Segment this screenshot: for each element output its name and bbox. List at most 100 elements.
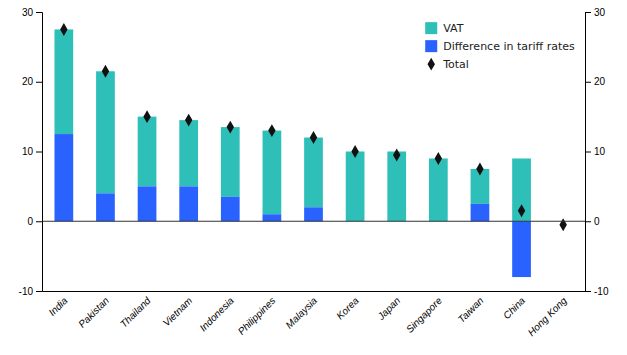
tick: -10	[19, 286, 42, 297]
y-axis: -10 0 10 20 30	[19, 7, 43, 297]
bar	[54, 29, 73, 134]
point	[435, 152, 442, 165]
tick: Thailand	[118, 295, 153, 330]
point-series	[60, 23, 567, 231]
legend-label: Difference in tariff rates	[443, 40, 575, 53]
bar	[221, 197, 240, 221]
tick-label: Korea	[334, 295, 361, 322]
bar-series	[54, 134, 530, 277]
tick-label: Pakistan	[76, 295, 111, 330]
point	[476, 162, 483, 175]
bar	[54, 134, 73, 221]
tick: 0	[27, 216, 42, 227]
axis-line	[586, 13, 592, 292]
tick-mark	[585, 291, 591, 292]
tick: Korea	[334, 295, 361, 322]
point	[60, 23, 67, 36]
legend-label: Total	[442, 58, 469, 71]
legend-item: VAT	[425, 22, 463, 35]
tick-mark	[36, 291, 42, 292]
chart: -10 0 10 20 30 -10 0 10 20 30 India PakistanThailan…	[0, 0, 627, 355]
plot: -10 0 10 20 30 -10 0 10 20 30 India PakistanThailan…	[19, 7, 609, 338]
legend-item: Total	[427, 58, 468, 71]
bar	[263, 131, 282, 215]
point	[310, 131, 317, 144]
tick-label: India	[46, 295, 69, 318]
bar	[471, 204, 490, 221]
tick-label: Taiwan	[456, 295, 486, 325]
axis-line	[43, 291, 586, 292]
legend-label: VAT	[443, 22, 463, 35]
bar	[387, 152, 406, 222]
marks	[54, 23, 566, 277]
point	[102, 65, 109, 78]
point	[559, 218, 566, 231]
bar	[512, 158, 531, 221]
point	[227, 121, 234, 134]
tick-label: Vietnam	[161, 295, 195, 329]
bar	[138, 117, 157, 187]
legend-swatch	[425, 22, 437, 34]
tick: 20	[585, 76, 606, 87]
tick-label: Japan	[375, 295, 403, 323]
tick: Malaysia	[283, 295, 319, 331]
tick-label: 10	[594, 146, 606, 157]
tick-label: 0	[594, 216, 600, 227]
point	[393, 149, 400, 162]
zero-line	[42, 221, 585, 222]
legend-item: Difference in tariff rates	[425, 40, 575, 53]
tick: 30	[585, 7, 606, 18]
bar	[179, 186, 198, 221]
y-axis: -10 0 10 20 30	[585, 7, 609, 297]
tick-label: -10	[594, 286, 609, 297]
point	[185, 114, 192, 127]
tick-mark	[585, 82, 591, 83]
bar	[179, 120, 198, 186]
tick-mark	[585, 152, 591, 153]
legend-swatch	[427, 58, 434, 71]
bar	[221, 127, 240, 197]
tick: -10	[585, 286, 609, 297]
tick-mark	[36, 152, 42, 153]
tick-mark	[36, 82, 42, 83]
tick: Japan	[375, 295, 403, 323]
tick-label: 20	[594, 76, 606, 87]
point	[268, 124, 275, 137]
bar	[96, 193, 115, 221]
point	[518, 204, 525, 217]
bar	[304, 138, 323, 208]
tick-label: 30	[594, 7, 606, 18]
tick-label: Philippines	[236, 295, 278, 337]
tick-label: 10	[22, 146, 34, 157]
bar	[304, 207, 323, 221]
tick: Hong Kong	[526, 295, 569, 338]
tick: Taiwan	[456, 295, 486, 325]
legend-swatch	[425, 40, 437, 52]
x-axis: India PakistanThailandVietnamIndonesiaPhi…	[43, 292, 586, 339]
tick: 0	[585, 216, 600, 227]
tick: Pakistan	[76, 295, 111, 330]
axis-line	[36, 13, 43, 292]
tick-mark	[585, 221, 591, 222]
tick: 10	[585, 146, 606, 157]
tick: 30	[22, 7, 42, 18]
tick: 20	[22, 76, 42, 87]
tick-label: Thailand	[118, 295, 153, 330]
tick-label: China	[501, 295, 528, 322]
tick: Philippines	[236, 295, 278, 337]
bar	[429, 158, 448, 221]
tick-label: 0	[27, 216, 33, 227]
tick-label: -10	[19, 286, 34, 297]
tick-label: Singapore	[404, 295, 444, 335]
bar	[138, 186, 157, 221]
tick: Indonesia	[197, 295, 236, 334]
point	[143, 110, 150, 123]
tick-mark	[36, 12, 42, 13]
tick-label: Malaysia	[283, 295, 319, 331]
tick: 10	[22, 146, 42, 157]
tick-label: Indonesia	[197, 295, 236, 334]
point	[351, 145, 358, 158]
tick-mark	[585, 12, 591, 13]
bar	[96, 71, 115, 193]
tick: China	[501, 295, 528, 322]
